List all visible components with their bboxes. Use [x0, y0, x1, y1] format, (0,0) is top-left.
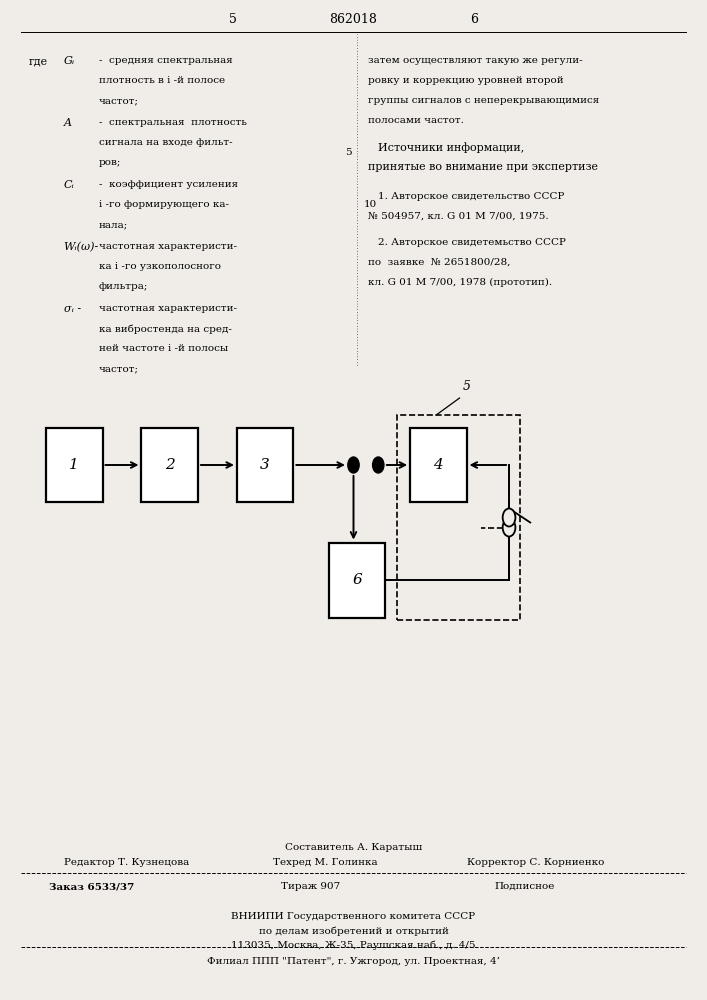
Text: ней частоте i -й полосы: ней частоте i -й полосы: [99, 344, 228, 353]
Text: 5: 5: [462, 380, 471, 393]
Text: группы сигналов с неперекрывающимися: группы сигналов с неперекрывающимися: [368, 96, 599, 105]
Text: -  спектральная  плотность: - спектральная плотность: [99, 118, 247, 127]
Circle shape: [348, 457, 359, 473]
Text: 2. Авторское свидетемьство СССР: 2. Авторское свидетемьство СССР: [378, 238, 566, 247]
Text: Редактор Т. Кузнецова: Редактор Т. Кузнецова: [64, 858, 189, 867]
Text: нала;: нала;: [99, 220, 128, 229]
Text: i -го формирующего ка-: i -го формирующего ка-: [99, 200, 229, 209]
Text: ВНИИПИ Государственного комитета СССР: ВНИИПИ Государственного комитета СССР: [231, 912, 476, 921]
Text: Wᵢ(ω)-: Wᵢ(ω)-: [64, 242, 99, 252]
Bar: [46, 428, 103, 502]
Text: Источники информации,: Источники информации,: [378, 142, 525, 153]
Text: 113035, Москва, Ж-35, Раушская наб., д. 4/5: 113035, Москва, Ж-35, Раушская наб., д. …: [231, 940, 476, 950]
Text: 862018: 862018: [329, 13, 378, 26]
Text: Gᵢ: Gᵢ: [64, 56, 75, 66]
Text: Техред М. Голинка: Техред М. Голинка: [273, 858, 378, 867]
Circle shape: [503, 508, 515, 526]
Text: Составитель А. Каратыш: Составитель А. Каратыш: [285, 843, 422, 852]
Circle shape: [503, 518, 515, 536]
Text: Филиал ППП "Патент", г. Ужгород, ул. Проектная, 4’: Филиал ППП "Патент", г. Ужгород, ул. Про…: [207, 957, 500, 966]
Text: фильтра;: фильтра;: [99, 282, 148, 291]
Text: Корректор С. Корниенко: Корректор С. Корниенко: [467, 858, 604, 867]
Bar: [397, 415, 520, 620]
Text: принятые во внимание при экспертизе: принятые во внимание при экспертизе: [368, 162, 597, 172]
Text: частотная характеристи-: частотная характеристи-: [99, 242, 237, 251]
Text: Тираж 907: Тираж 907: [281, 882, 341, 891]
Text: частот;: частот;: [99, 364, 139, 373]
Text: затем осуществляют такую же регули-: затем осуществляют такую же регули-: [368, 56, 583, 65]
Text: 1. Авторское свидетельство СССР: 1. Авторское свидетельство СССР: [378, 192, 565, 201]
Text: -  средняя спектральная: - средняя спектральная: [99, 56, 233, 65]
Text: где: где: [28, 56, 47, 66]
Text: ров;: ров;: [99, 158, 122, 167]
Text: 4: 4: [433, 458, 443, 472]
Text: частотная характеристи-: частотная характеристи-: [99, 304, 237, 313]
Text: ровку и коррекцию уровней второй: ровку и коррекцию уровней второй: [368, 76, 563, 85]
Text: по  заявке  № 2651800/28,: по заявке № 2651800/28,: [368, 258, 510, 267]
Text: кл. G 01 M 7/00, 1978 (прототип).: кл. G 01 M 7/00, 1978 (прототип).: [368, 278, 551, 287]
Text: № 504957, кл. G 01 M 7/00, 1975.: № 504957, кл. G 01 M 7/00, 1975.: [368, 212, 548, 221]
Text: 3: 3: [260, 458, 270, 472]
Text: 2: 2: [165, 458, 175, 472]
Text: Подписное: Подписное: [495, 882, 555, 891]
Text: полосами частот.: полосами частот.: [368, 116, 464, 125]
Text: 10: 10: [364, 200, 378, 209]
Text: 5: 5: [229, 13, 238, 26]
Text: A: A: [64, 118, 71, 128]
Text: плотность в i -й полосе: плотность в i -й полосе: [99, 76, 225, 85]
Bar: [237, 428, 293, 502]
Text: 5: 5: [346, 148, 352, 157]
Circle shape: [373, 457, 384, 473]
Text: ка вибростенда на сред-: ка вибростенда на сред-: [99, 324, 232, 334]
Text: σᵢ -: σᵢ -: [64, 304, 81, 314]
Text: -  коэффициент усиления: - коэффициент усиления: [99, 180, 238, 189]
Text: 6: 6: [469, 13, 478, 26]
Bar: [410, 428, 467, 502]
Bar: [329, 542, 385, 617]
Bar: [141, 428, 198, 502]
Text: ка i -го узкополосного: ка i -го узкополосного: [99, 262, 221, 271]
Text: 1: 1: [69, 458, 79, 472]
Text: сигнала на входе фильт-: сигнала на входе фильт-: [99, 138, 233, 147]
Text: 6: 6: [352, 573, 362, 587]
Text: частот;: частот;: [99, 96, 139, 105]
Text: Cᵢ: Cᵢ: [64, 180, 74, 190]
Text: Заказ 6533/37: Заказ 6533/37: [49, 882, 135, 891]
Text: по делам изобретений и открытий: по делам изобретений и открытий: [259, 926, 448, 936]
